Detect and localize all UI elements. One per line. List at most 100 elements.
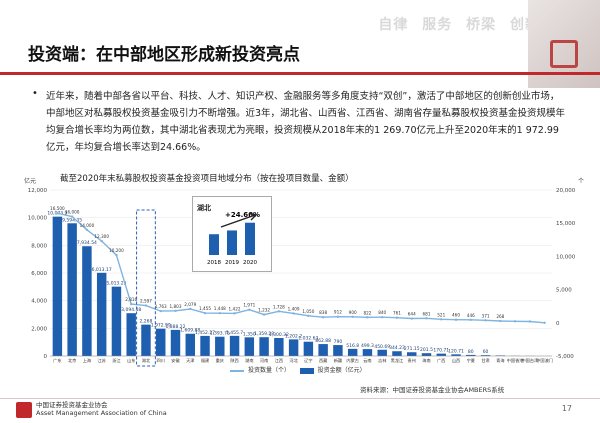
x-tick-label: 四川 (157, 358, 165, 363)
chart-bar (52, 216, 63, 356)
y-tick-label: 10,000 (28, 216, 48, 222)
chart-bar (185, 333, 195, 356)
count-value-label: 12,300 (94, 234, 109, 239)
y2-tick-label: -5,000 (556, 354, 574, 360)
x-tick-label: 中国香港 (507, 357, 525, 364)
inset-year-label: 2020 (243, 260, 257, 266)
inset-growth: +24.66% (225, 211, 260, 219)
count-point (513, 320, 517, 323)
chart-bar (141, 324, 151, 356)
count-point (115, 253, 118, 257)
count-value-label: 681 (423, 311, 431, 316)
highlight-box (136, 209, 156, 367)
count-value-label: 900 (349, 310, 357, 315)
chart-bar (407, 352, 417, 356)
inset-box: 湖北 +24.66% 2018 2019 2020 (192, 196, 272, 272)
page-number: 17 (561, 404, 572, 413)
inset-bar (227, 230, 237, 255)
x-tick-label: 北京 (68, 357, 76, 364)
count-value-label: 371 (482, 313, 490, 318)
x-tick-label: 天津 (186, 357, 194, 364)
count-value-label: 1,409 (288, 306, 300, 311)
right-axis-unit: 个 (577, 178, 584, 185)
count-point (484, 319, 487, 322)
count-value-label: 1,448 (214, 306, 226, 311)
chart-svg: 0 2,000 4,000 6,000 8,000 10,000 12,000 -5,000 0… (28, 188, 576, 367)
chart-bar (111, 286, 122, 356)
inset-year-label: 2018 (207, 260, 221, 266)
count-point (410, 317, 413, 320)
count-value-label: 446 (467, 313, 475, 318)
count-point (321, 316, 325, 319)
y2-tick-label: 15,000 (556, 221, 576, 227)
x-tick-label: 浙江 (112, 357, 120, 364)
motto-group: 自律 服务 桥梁 创新 (370, 14, 540, 34)
footer-org: 中国证券投资基金业协会 Asset Management Association… (36, 401, 167, 417)
chart-source: 资料来源：中国证券投资基金业协会AMBERS系统 (360, 386, 505, 394)
count-point (248, 308, 251, 311)
x-tick-label: 新疆 (334, 357, 342, 364)
count-value-label: 1,971 (243, 303, 255, 308)
bar-value-label: 1,609.88 (180, 328, 200, 334)
bar-value-label: 5,013.25 (106, 281, 126, 287)
bar-value-label: 1,032.63 (298, 336, 318, 342)
bar-value-label: 344.23 (389, 345, 405, 351)
count-value-label: 1,803 (170, 304, 182, 309)
count-point (425, 317, 428, 320)
x-tick-label: 福建 (201, 357, 210, 364)
count-point (395, 316, 399, 319)
legend-count: 投资数量（个） (248, 367, 291, 374)
count-value-label: 521 (437, 312, 445, 317)
count-point (528, 320, 532, 323)
x-tick-label: 山西 (452, 357, 460, 364)
x-tick-label: 海南 (422, 357, 430, 364)
bar-value-label: 1,888.22 (165, 324, 185, 330)
count-point (292, 312, 295, 315)
x-tick-label: 西藏 (319, 357, 328, 364)
count-value-label: 1,422 (229, 306, 241, 311)
chart-bar (244, 337, 255, 356)
x-tick-label: 河南 (260, 357, 268, 363)
chart-bar (318, 344, 328, 356)
chart-title: 截至2020年末私募股权投资基金投资项目地域分布（按在投项目数量、金额） (60, 174, 354, 184)
x-tick-label: 安徽 (171, 357, 180, 364)
body-paragraph: 近年来，随着中部各省以平台、科技、人才、知识产权、金融服务等多角度支持“双创”，… (46, 91, 566, 153)
inset-label: 湖北 (197, 204, 211, 212)
inset-bar (209, 234, 219, 255)
count-point (366, 316, 369, 319)
footer-divider (0, 398, 600, 399)
chart-bar (170, 329, 181, 356)
left-axis-unit: 亿元 (24, 178, 37, 185)
chart: 截至2020年末私募股权投资基金投资项目地域分布（按在投项目数量、金额） 亿元 … (24, 168, 584, 398)
bar-value-label: 271.15 (404, 346, 420, 352)
x-tick-label: 湖北 (142, 357, 151, 364)
motto-3: 桥梁 (466, 17, 497, 33)
count-value-label: 268 (496, 314, 504, 319)
bar-value-label: 9,594.35 (62, 217, 82, 223)
chart-bar (288, 339, 299, 356)
x-tick-label: 中国台湾 (521, 357, 538, 364)
chart-bar (421, 353, 432, 356)
x-tick-label: 湖南 (245, 357, 253, 364)
count-value-label: 14,000 (80, 223, 95, 228)
count-point (159, 309, 162, 313)
x-tick-label: 江苏 (97, 357, 105, 364)
y-tick-label: 0 (44, 354, 48, 360)
bar-value-label: 7,934.54 (77, 240, 97, 246)
count-point (189, 307, 192, 311)
x-tick-label: 河北 (289, 357, 298, 364)
chart-bar (67, 223, 77, 356)
bar-value-label: 2,268 (140, 319, 153, 325)
y-tick-label: 12,000 (28, 188, 48, 194)
count-value-label: 912 (334, 310, 342, 315)
bar-value-label: 1,359.28 (254, 331, 274, 337)
count-point (499, 319, 502, 323)
page-title: 投资端：在中部地区形成新投资亮点 (28, 45, 300, 65)
chart-bar (200, 335, 210, 356)
count-point (262, 313, 266, 316)
count-point (454, 318, 458, 321)
x-tick-label: 中国澳门 (536, 357, 553, 364)
count-value-label: 840 (378, 310, 386, 315)
count-line (57, 212, 545, 324)
x-tick-label: 广西 (437, 357, 445, 364)
